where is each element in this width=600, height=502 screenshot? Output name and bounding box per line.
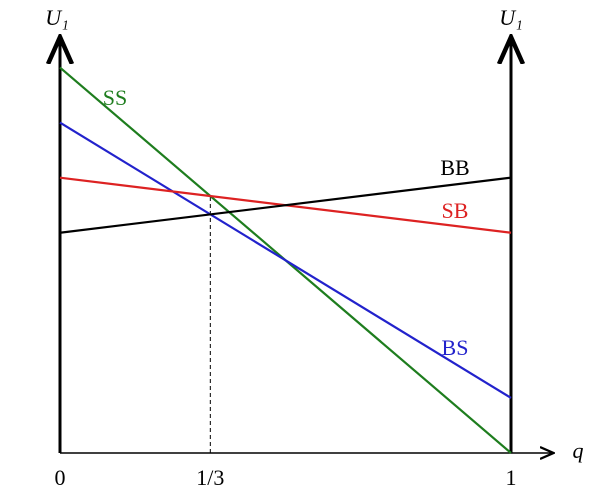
series-label: BB	[440, 155, 469, 180]
x-tick-label: 1	[506, 465, 517, 490]
series-line	[59, 176, 512, 234]
x-axis-label: q	[573, 438, 584, 463]
y2-axis-label: U₁	[499, 5, 523, 30]
x-tick-label: 1/3	[196, 465, 224, 490]
series-label: SS	[103, 85, 127, 110]
x-tick-label: 0	[55, 465, 66, 490]
series-label: BS	[442, 335, 469, 360]
y-axis-label: U₁	[45, 5, 69, 30]
series-line	[59, 121, 512, 399]
series-label: SB	[442, 198, 469, 223]
